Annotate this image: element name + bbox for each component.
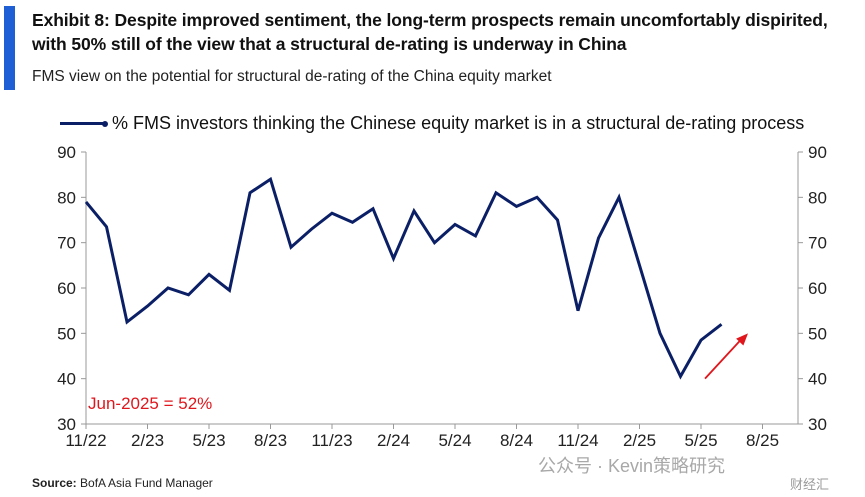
y-tick-label-left: 40 xyxy=(57,370,76,389)
y-tick-label-right: 60 xyxy=(808,279,827,298)
x-tick-label: 8/25 xyxy=(746,431,779,450)
trend-arrow-head xyxy=(736,333,748,346)
legend-line-swatch xyxy=(60,122,104,125)
x-tick-label: 5/25 xyxy=(684,431,717,450)
legend: % FMS investors thinking the Chinese equ… xyxy=(60,113,804,134)
source-label: Source: xyxy=(32,476,77,490)
source-text: BofA Asia Fund Manager xyxy=(80,476,213,490)
y-tick-label-left: 50 xyxy=(57,324,76,343)
y-tick-label-left: 80 xyxy=(57,188,76,207)
x-tick-label: 11/22 xyxy=(65,431,106,450)
watermark-text: 公众号 · Kevin策略研究 xyxy=(538,456,726,476)
annotation-label: Jun-2025 = 52% xyxy=(88,394,212,413)
y-tick-label-right: 40 xyxy=(808,370,827,389)
trend-arrow xyxy=(704,333,748,380)
axes-frame xyxy=(85,152,799,425)
y-tick-label-right: 30 xyxy=(808,415,827,434)
y-tick-label-right: 80 xyxy=(808,188,827,207)
x-tick-label: 5/24 xyxy=(438,431,471,450)
y-tick-label-left: 70 xyxy=(57,234,76,253)
series-group xyxy=(84,176,723,380)
accent-bar xyxy=(4,6,15,90)
x-tick-label: 5/23 xyxy=(192,431,225,450)
x-tick-label: 2/25 xyxy=(623,431,656,450)
series-line-fms-de-rating xyxy=(84,176,723,380)
y-tick-label-right: 70 xyxy=(808,234,827,253)
chart-title: Exhibit 8: Despite improved sentiment, t… xyxy=(32,10,828,54)
y-tick-label-left: 30 xyxy=(57,415,76,434)
trend-arrow-shaft xyxy=(704,335,745,380)
x-tick-label: 8/23 xyxy=(254,431,287,450)
x-axis: 11/22 2/23 5/23 8/23 11/23 2/24 5/24 8/24 11/24 2… xyxy=(65,424,779,450)
legend-marker xyxy=(102,120,108,127)
y-axis-right: 90 80 70 60 50 40 30 xyxy=(798,143,827,434)
legend-label: % FMS investors thinking the Chinese equ… xyxy=(112,113,805,133)
x-tick-label: 2/23 xyxy=(131,431,164,450)
x-tick-label: 11/24 xyxy=(557,431,598,450)
y-axis-left: 90 80 70 60 50 40 30 xyxy=(57,143,86,434)
watermark-logo-text: 财经汇 xyxy=(790,477,830,492)
y-tick-label-left: 90 xyxy=(57,143,76,162)
chart-subtitle: FMS view on the potential for structural… xyxy=(32,68,552,85)
x-tick-label: 2/24 xyxy=(377,431,410,450)
source-note: Source: BofA Asia Fund Manager xyxy=(32,476,213,490)
y-tick-label-right: 90 xyxy=(808,143,827,162)
x-tick-label: 8/24 xyxy=(500,431,533,450)
x-tick-label: 11/23 xyxy=(311,431,352,450)
y-tick-label-left: 60 xyxy=(57,279,76,298)
y-tick-label-right: 50 xyxy=(808,324,827,343)
